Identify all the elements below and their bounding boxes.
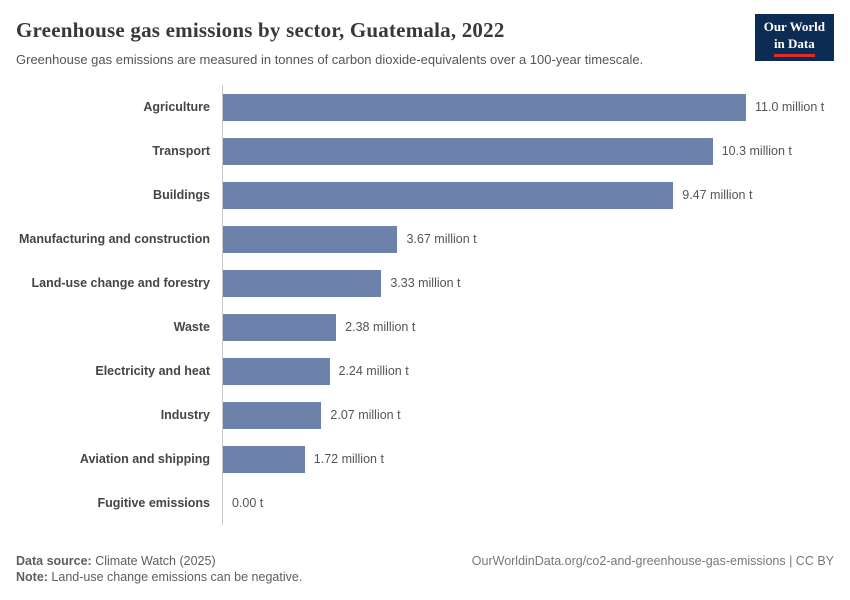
bar-track: 2.38 million t bbox=[222, 305, 834, 349]
bar-row: Electricity and heat 2.24 million t bbox=[16, 349, 834, 393]
category-label: Aviation and shipping bbox=[79, 452, 210, 466]
bar-track: 9.47 million t bbox=[222, 173, 834, 217]
bar-track: 3.67 million t bbox=[222, 217, 834, 261]
value-label: 1.72 million t bbox=[313, 452, 384, 466]
bar-row: Land-use change and forestry 3.33 million… bbox=[16, 261, 834, 305]
owid-logo-line1: Our World bbox=[763, 19, 825, 34]
value-label: 3.33 million t bbox=[390, 276, 461, 290]
value-label: 9.47 million t bbox=[682, 188, 753, 202]
page-title: Greenhouse gas emissions by sector, Guat… bbox=[16, 18, 505, 42]
category-label: Agriculture bbox=[143, 100, 210, 114]
bar-row: Manufacturing and construction 3.67 milli… bbox=[16, 217, 834, 261]
note-value: Land-use change emissions can be negativ… bbox=[47, 570, 303, 584]
bar[interactable] bbox=[223, 181, 674, 209]
bar[interactable] bbox=[223, 401, 322, 429]
bar-row: Waste 2.38 million t bbox=[16, 305, 834, 349]
data-source-value: Climate Watch (2025) bbox=[91, 554, 216, 568]
bar-row: Transport 10.3 million t bbox=[16, 129, 834, 173]
value-label: 2.38 million t bbox=[345, 320, 416, 334]
category-label: Buildings bbox=[153, 188, 210, 202]
bar[interactable] bbox=[223, 357, 330, 385]
bar-track: 11.0 million t bbox=[222, 85, 834, 129]
value-label: 0.00 t bbox=[232, 496, 264, 510]
bar-chart: Agriculture 11.0 million t Transport 10.3 m… bbox=[16, 85, 834, 525]
owid-logo: Our World in Data bbox=[754, 14, 834, 61]
bar-track: 10.3 million t bbox=[222, 129, 834, 173]
data-source-line: Data source: Climate Watch (2025) bbox=[16, 554, 302, 568]
bar-track: 3.33 million t bbox=[222, 261, 834, 305]
value-label: 11.0 million t bbox=[755, 100, 825, 114]
category-label: Land-use change and forestry bbox=[31, 276, 210, 290]
note-label: Note: bbox=[16, 570, 48, 584]
bar-track: 0.00 t bbox=[222, 481, 834, 525]
bar-track: 1.72 million t bbox=[222, 437, 834, 481]
bar[interactable] bbox=[223, 225, 398, 253]
footer: Data source: Climate Watch (2025) Note: … bbox=[16, 552, 834, 586]
category-label: Manufacturing and construction bbox=[19, 232, 210, 246]
header-text: Greenhouse gas emissions by sector, Guat… bbox=[16, 12, 643, 71]
data-source-label: Data source: bbox=[16, 554, 92, 568]
bar[interactable] bbox=[223, 445, 305, 473]
footer-credit: OurWorldinData.org/co2-and-greenhouse-ga… bbox=[471, 554, 834, 568]
category-label: Fugitive emissions bbox=[97, 496, 210, 510]
category-label: Waste bbox=[173, 320, 210, 334]
owid-logo-line2: in Data bbox=[773, 36, 815, 57]
header: Greenhouse gas emissions by sector, Guat… bbox=[16, 12, 834, 71]
footer-left: Data source: Climate Watch (2025) Note: … bbox=[16, 552, 302, 586]
bar[interactable] bbox=[223, 137, 713, 165]
note-line: Note: Land-use change emissions can be n… bbox=[16, 570, 302, 584]
bar-track: 2.24 million t bbox=[222, 349, 834, 393]
bar[interactable] bbox=[223, 313, 337, 341]
bar[interactable] bbox=[223, 93, 746, 121]
category-label: Electricity and heat bbox=[95, 364, 210, 378]
bar-row: Buildings 9.47 million t bbox=[16, 173, 834, 217]
value-label: 2.07 million t bbox=[330, 408, 401, 422]
bar-row: Aviation and shipping 1.72 million t bbox=[16, 437, 834, 481]
category-label: Transport bbox=[152, 144, 210, 158]
bar-track: 2.07 million t bbox=[222, 393, 834, 437]
bar[interactable] bbox=[223, 269, 382, 297]
bar-row: Agriculture 11.0 million t bbox=[16, 85, 834, 129]
value-label: 2.24 million t bbox=[338, 364, 409, 378]
chart-subtitle: Greenhouse gas emissions are measured in… bbox=[16, 52, 644, 67]
bar-row: Fugitive emissions 0.00 t bbox=[16, 481, 834, 525]
value-label: 3.67 million t bbox=[406, 232, 477, 246]
bar-row: Industry 2.07 million t bbox=[16, 393, 834, 437]
value-label: 10.3 million t bbox=[721, 144, 792, 158]
category-label: Industry bbox=[160, 408, 210, 422]
bar-rows: Agriculture 11.0 million t Transport 10.3 m… bbox=[16, 85, 834, 525]
